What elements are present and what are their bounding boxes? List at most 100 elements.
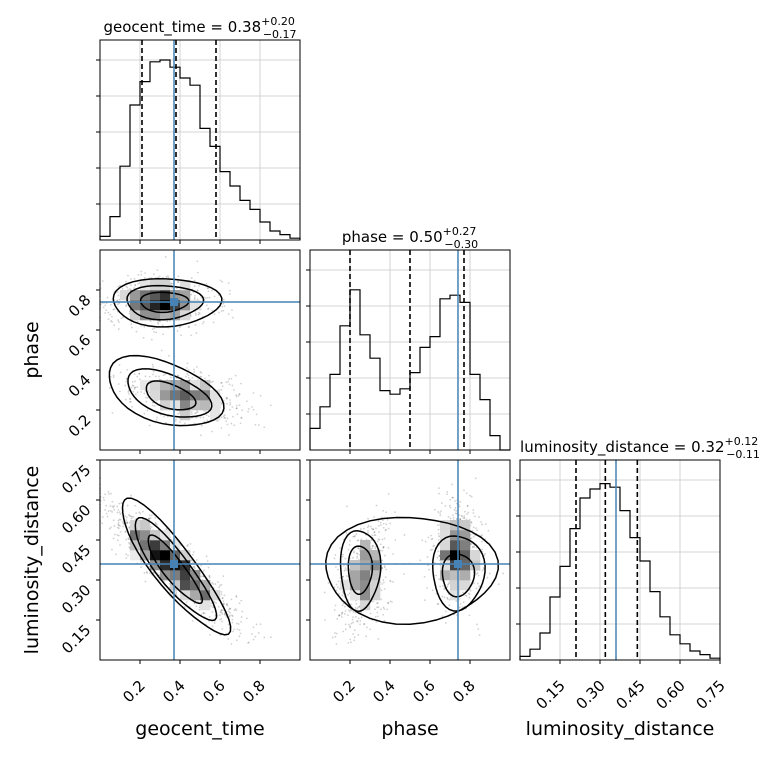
sample-point: [227, 282, 230, 284]
sample-point: [226, 402, 229, 405]
sample-point: [384, 529, 387, 532]
sample-point: [133, 388, 136, 390]
sample-point: [220, 609, 223, 612]
sample-point: [357, 547, 359, 550]
sample-point: [459, 517, 462, 520]
sample-point: [227, 380, 230, 383]
sample-point: [196, 289, 199, 292]
density-cell: [360, 570, 371, 581]
sample-point: [231, 614, 233, 617]
sample-point: [166, 320, 169, 323]
sample-point: [386, 518, 389, 521]
sample-point: [116, 511, 119, 514]
sample-point: [240, 382, 242, 385]
sample-point: [193, 298, 196, 301]
sample-point: [353, 550, 356, 553]
sample-point: [125, 516, 128, 519]
sample-point: [464, 594, 467, 597]
density-cell: [210, 400, 221, 411]
density-cell: [210, 410, 221, 421]
sample-point: [108, 527, 111, 530]
sample-point: [359, 528, 362, 530]
sample-point: [377, 606, 380, 609]
sample-point: [220, 403, 223, 406]
sample-point: [144, 375, 147, 378]
sample-point: [455, 517, 458, 520]
sample-point: [442, 585, 444, 587]
sample-point: [161, 324, 164, 327]
sample-point: [389, 580, 392, 583]
sample-point: [374, 608, 376, 611]
sample-point: [220, 611, 223, 614]
sample-point: [427, 564, 430, 567]
sample-point: [463, 515, 466, 517]
sample-point: [226, 603, 229, 605]
sample-point: [152, 273, 155, 276]
sample-point: [363, 623, 366, 626]
sample-point: [438, 578, 441, 581]
sample-point: [152, 571, 155, 573]
contour-line: [431, 535, 486, 612]
density-cell: [170, 310, 181, 321]
sample-point: [349, 608, 352, 611]
sample-point: [163, 415, 165, 418]
sample-point: [241, 610, 244, 613]
sample-point: [117, 519, 120, 522]
sample-point: [143, 392, 146, 395]
sample-point: [238, 602, 241, 605]
sample-point: [374, 547, 377, 550]
sample-point: [473, 582, 476, 585]
sample-point: [465, 518, 468, 521]
sample-point: [481, 548, 483, 551]
sample-point: [119, 390, 121, 393]
sample-point: [140, 270, 143, 273]
sample-point: [476, 582, 479, 585]
sample-point: [235, 639, 238, 642]
sample-point: [105, 504, 108, 507]
sample-point: [131, 405, 133, 408]
sample-point: [166, 275, 169, 277]
sample-point: [331, 636, 334, 639]
sample-point: [208, 576, 211, 579]
sample-point: [472, 535, 475, 538]
sample-point: [220, 593, 223, 596]
sample-point: [228, 383, 231, 386]
density-cell: [470, 560, 481, 571]
sample-point: [228, 607, 231, 610]
sample-point: [228, 293, 231, 295]
sample-point: [334, 554, 337, 556]
sample-point: [216, 615, 219, 617]
sample-point: [231, 615, 234, 618]
sample-point: [238, 393, 241, 396]
histogram-step-phase: [309, 289, 510, 451]
sample-point: [176, 330, 179, 332]
x-tick-label: 0.45: [612, 677, 648, 713]
sample-point: [186, 545, 189, 547]
sample-point: [346, 614, 349, 617]
sample-point: [202, 320, 205, 323]
sample-point: [437, 532, 440, 535]
sample-point: [381, 559, 384, 562]
sample-point: [183, 422, 186, 425]
sample-point: [231, 621, 234, 624]
sample-point: [134, 386, 136, 389]
sample-point: [369, 628, 372, 631]
density-cell: [350, 590, 361, 601]
sample-point: [453, 509, 456, 511]
sample-point: [116, 526, 119, 529]
x-tick-label: 0.75: [692, 677, 728, 713]
sample-point: [136, 320, 139, 323]
sample-point: [383, 554, 386, 557]
sample-point: [134, 393, 137, 396]
y-tick-label: 0.8: [65, 291, 95, 321]
sample-point: [439, 512, 441, 515]
contour-line: [147, 534, 204, 605]
sample-point: [196, 289, 199, 292]
sample-point: [454, 512, 457, 515]
sample-point: [107, 318, 110, 320]
sample-point: [198, 312, 201, 315]
sample-point: [223, 414, 226, 417]
sample-point: [143, 572, 146, 574]
sample-point: [191, 553, 194, 556]
sample-point: [377, 538, 380, 541]
